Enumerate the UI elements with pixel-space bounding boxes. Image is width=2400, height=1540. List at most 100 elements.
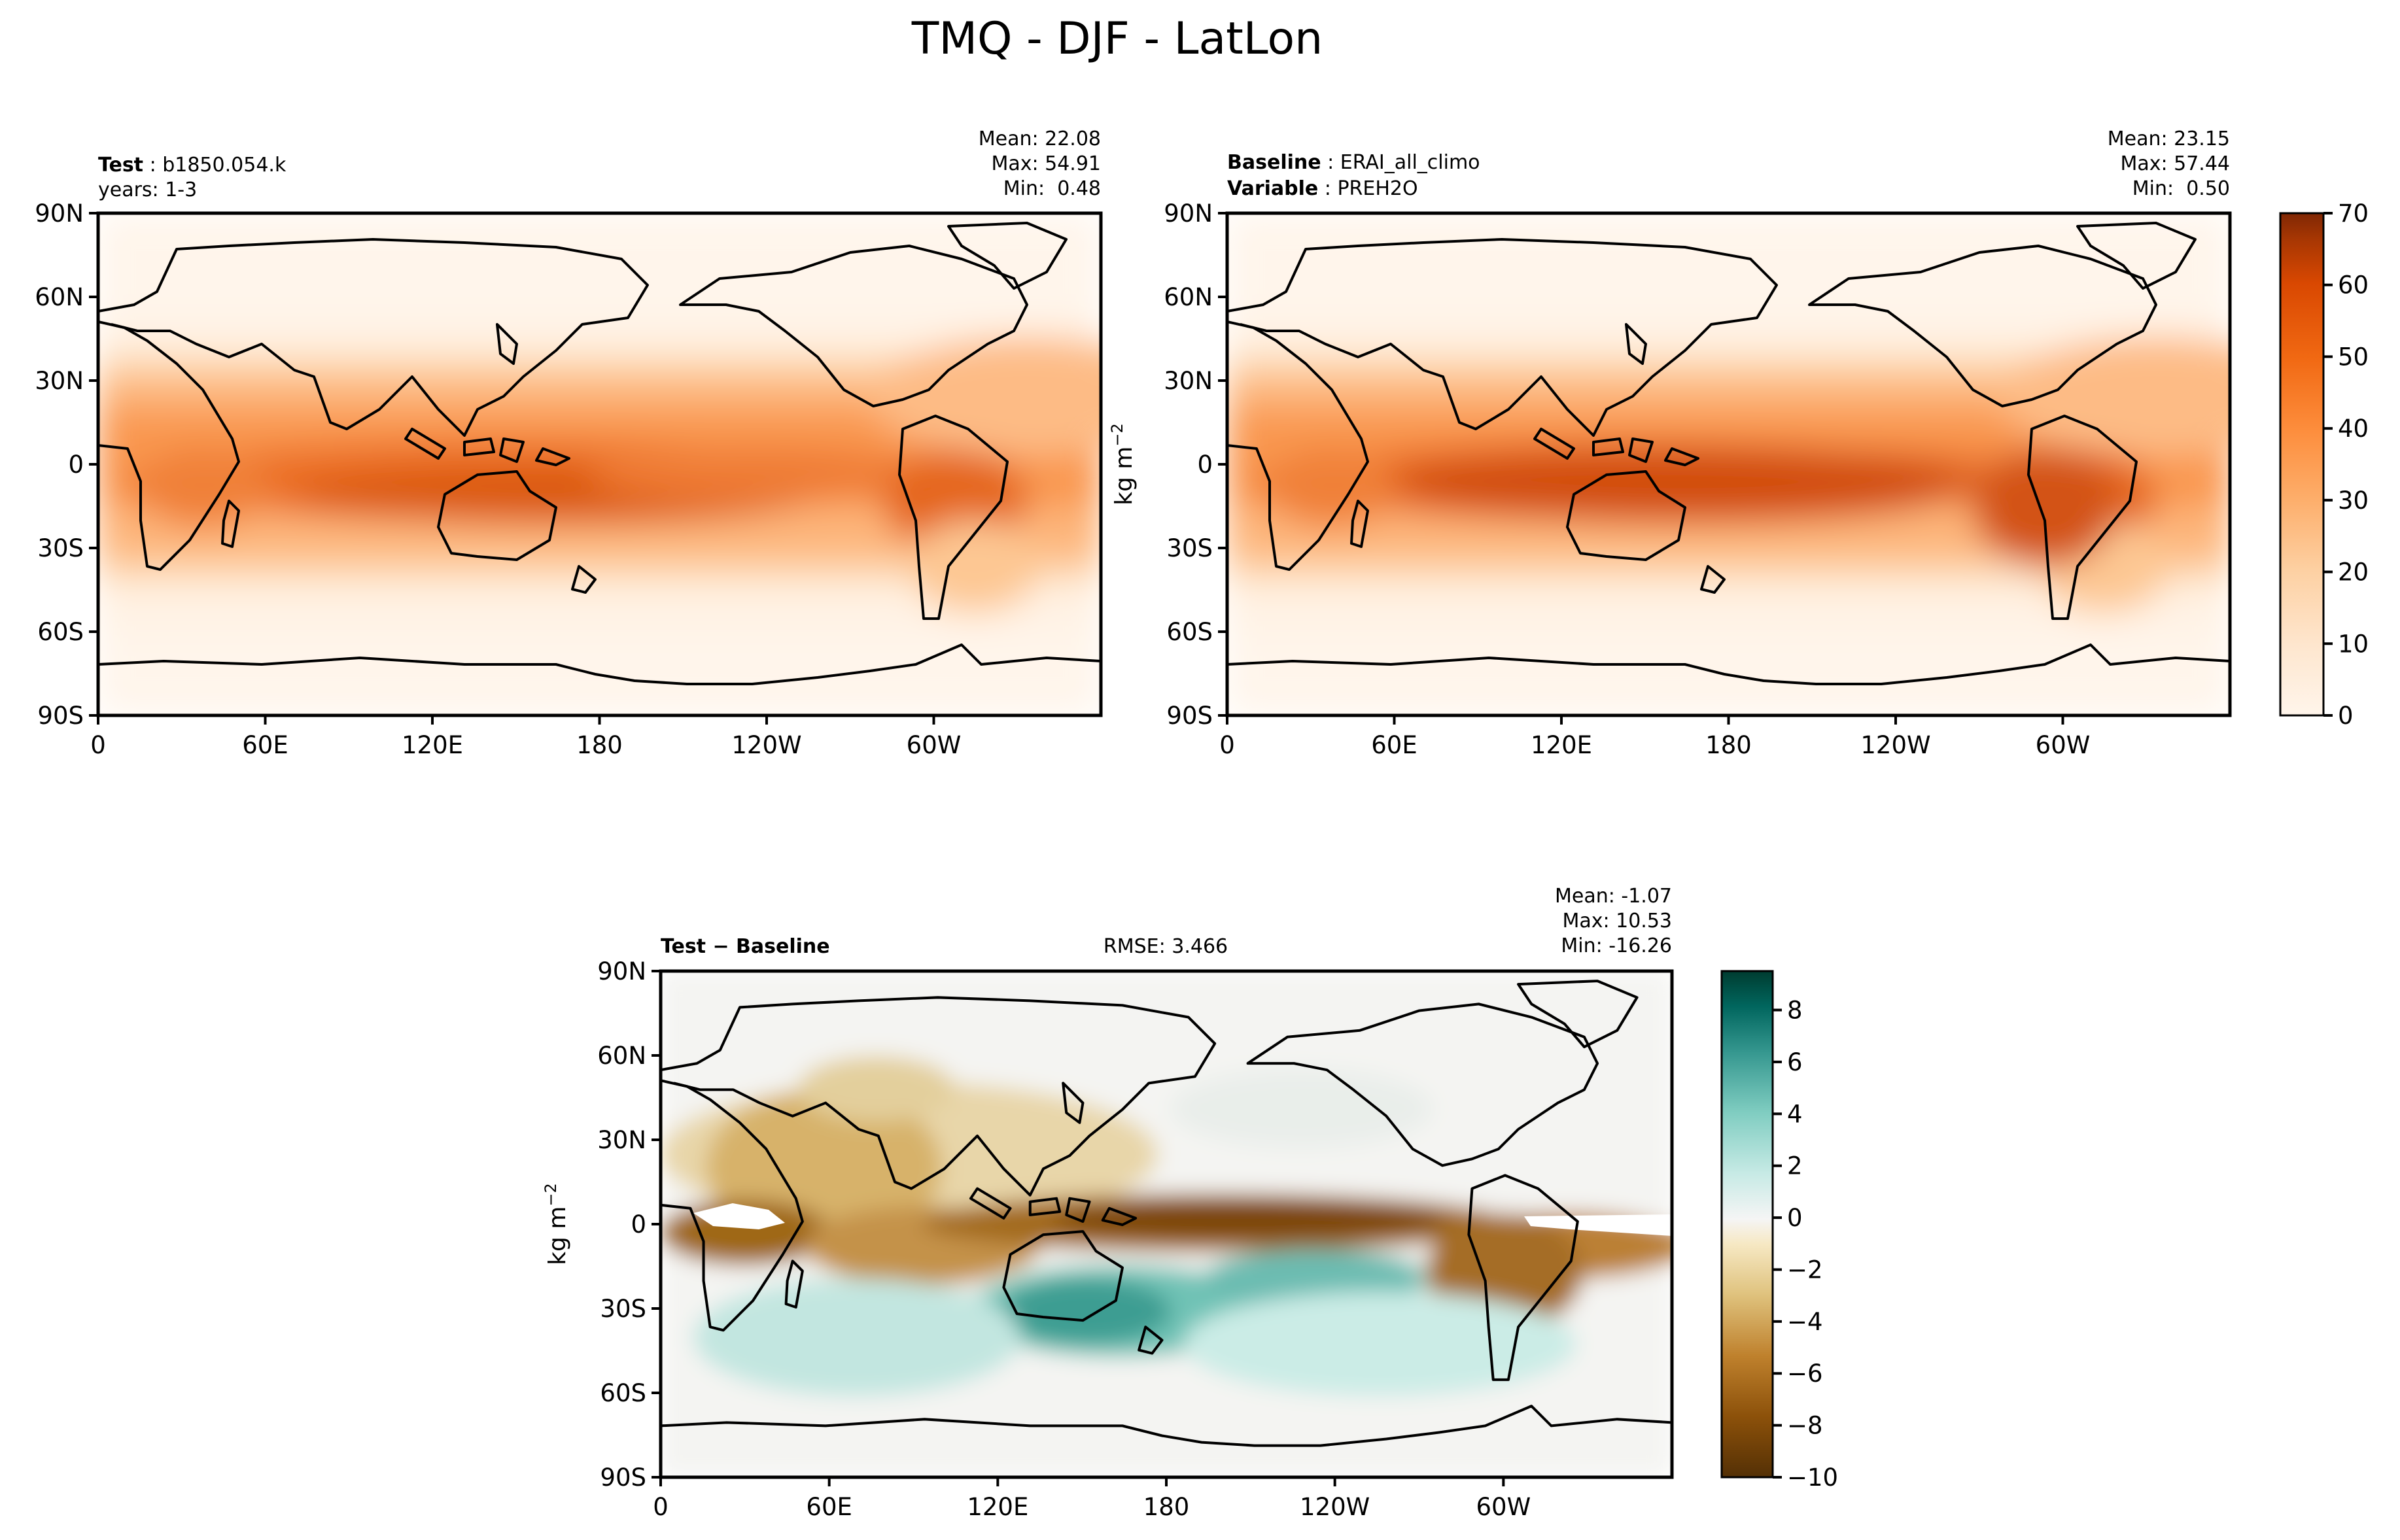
difference-xtick-label: 120W (1300, 1493, 1370, 1521)
baseline-xticks: 0 60E 120E 180 120W 60W (1219, 715, 2090, 759)
difference-ylabel-text: kg m (544, 1206, 571, 1265)
difference-stat-max: Max: 10.53 (1562, 910, 1672, 933)
difference-stat-min: Min: -16.26 (1561, 934, 1672, 957)
baseline-colorbar-tick-label: 40 (2338, 415, 2369, 443)
baseline-colorbar-tick-label: 10 (2338, 630, 2369, 658)
test-xticks: 0 60E 120E 180 120W 60W (90, 715, 961, 759)
test-stat-max: Max: 54.91 (991, 152, 1101, 175)
panel-baseline: Baseline : ERAI_all_climo Variable : PRE… (1108, 128, 2369, 759)
test-ytick-label: 60S (37, 618, 84, 646)
baseline-stat-mean: Mean: 23.15 (2108, 128, 2230, 150)
baseline-title-bold: Baseline (1227, 151, 1321, 174)
difference-title: Test − Baseline (661, 935, 830, 958)
test-title-label: Test : b1850.054.k (98, 154, 287, 177)
difference-overflow-africa (693, 1203, 785, 1229)
difference-xtick-label: 120E (967, 1493, 1028, 1521)
difference-rmse: RMSE: 3.466 (1104, 935, 1228, 958)
test-title-years: years: 1-3 (98, 179, 197, 201)
baseline-title-line2: Variable : PREH2O (1227, 177, 1418, 200)
test-ytick-label: 60N (35, 283, 84, 311)
difference-colorbar-ticks: 8 6 4 2 0 −2 −4 −6 −8 −10 (1773, 997, 1838, 1492)
test-xtick-label: 60W (907, 731, 962, 759)
difference-ytick-label: 60N (597, 1042, 646, 1070)
baseline-ylabel-text: kg m (1111, 447, 1138, 505)
difference-colorbar-tick-label: 2 (1787, 1152, 1803, 1180)
difference-xticks: 0 60E 120E 180 120W 60W (653, 1477, 1531, 1521)
baseline-colorbar (2279, 212, 2325, 717)
difference-colorbar-tick-label: 4 (1787, 1100, 1803, 1128)
baseline-colorbar-tick-label: 0 (2338, 702, 2354, 730)
test-stat-mean: Mean: 22.08 (979, 128, 1101, 150)
baseline-colorbar-ticks: 70 60 50 40 30 20 10 0 (2323, 199, 2369, 730)
difference-colorbar-tick-label: −4 (1787, 1308, 1823, 1336)
difference-xtick-label: 180 (1143, 1493, 1190, 1521)
difference-xtick-label: 60E (806, 1493, 852, 1521)
difference-colorbar-tick-label: 0 (1787, 1204, 1803, 1232)
baseline-ylabel: kg m−2 (1108, 423, 1138, 505)
baseline-ytick-label: 30N (1164, 367, 1213, 395)
test-ytick-label: 30S (37, 534, 84, 562)
test-stat-min: Min: 0.48 (1003, 177, 1101, 200)
difference-ytick-label: 90S (600, 1463, 646, 1492)
difference-ytick-label: 30S (600, 1295, 646, 1323)
baseline-ytick-label: 90N (1164, 199, 1213, 228)
difference-colorbar-tick-label: 8 (1787, 997, 1803, 1025)
difference-ylabel-sup: −2 (542, 1183, 560, 1206)
test-title-value: b1850.054.k (162, 154, 287, 177)
test-xtick-label: 180 (576, 731, 623, 759)
test-field (98, 213, 1101, 715)
difference-colorbar-tick-label: −8 (1787, 1412, 1823, 1440)
baseline-xtick-label: 120E (1531, 731, 1592, 759)
baseline-yticks: 90N 60N 30N 0 30S 60S 90S (1164, 199, 1227, 730)
baseline-xtick-label: 120W (1860, 731, 1930, 759)
baseline-title-line1: Baseline : ERAI_all_climo (1227, 151, 1480, 174)
baseline-stat-max: Max: 57.44 (2120, 152, 2230, 175)
difference-ytick-label: 90N (597, 957, 646, 985)
baseline-variable-value: PREH2O (1337, 177, 1417, 200)
baseline-ytick-label: 60N (1164, 283, 1213, 311)
baseline-stat-min: Min: 0.50 (2132, 177, 2230, 200)
difference-ytick-label: 30N (597, 1126, 646, 1154)
baseline-field (1227, 213, 2230, 715)
difference-colorbar-tick-label: −10 (1787, 1463, 1838, 1492)
difference-stat-mean: Mean: -1.07 (1555, 885, 1672, 908)
difference-colorbar (1720, 970, 1774, 1479)
baseline-xtick-label: 60W (2036, 731, 2091, 759)
test-ytick-label: 90S (37, 702, 84, 730)
panel-test: Test : b1850.054.k years: 1-3 Mean: 22.0… (35, 128, 1103, 759)
baseline-ytick-label: 30S (1166, 534, 1213, 562)
baseline-ylabel-sup: −2 (1108, 423, 1126, 446)
difference-overflow-atlantic (1524, 1214, 1672, 1236)
test-xtick-label: 0 (90, 731, 106, 759)
difference-colorbar-tick-label: 6 (1787, 1048, 1803, 1076)
baseline-colorbar-tick-label: 60 (2338, 271, 2369, 299)
figure-title: TMQ - DJF - LatLon (911, 13, 1323, 65)
baseline-colorbar-tick-label: 70 (2338, 199, 2369, 228)
test-xtick-label: 120E (402, 731, 463, 759)
test-ytick-label: 0 (68, 451, 84, 479)
test-title-bold: Test (98, 154, 143, 177)
difference-colorbar-tick-label: −6 (1787, 1360, 1823, 1388)
difference-xtick-label: 0 (653, 1493, 669, 1521)
test-yticks: 90N 60N 30N 0 30S 60S 90S (35, 199, 98, 730)
difference-ylabel: kg m−2 (542, 1183, 571, 1265)
baseline-xtick-label: 180 (1705, 731, 1752, 759)
difference-ytick-label: 60S (600, 1379, 646, 1407)
test-ytick-label: 30N (35, 367, 84, 395)
difference-yticks: 90N 60N 30N 0 30S 60S 90S (597, 957, 661, 1492)
baseline-ytick-label: 60S (1166, 618, 1213, 646)
baseline-xtick-label: 0 (1219, 731, 1235, 759)
test-xtick-label: 120W (731, 731, 801, 759)
baseline-colorbar-tick-label: 50 (2338, 343, 2369, 371)
test-ytick-label: 90N (35, 199, 84, 228)
baseline-xtick-label: 60E (1371, 731, 1417, 759)
difference-colorbar-tick-label: −2 (1787, 1256, 1823, 1284)
baseline-ytick-label: 0 (1197, 451, 1213, 479)
baseline-colorbar-tick-label: 20 (2338, 558, 2369, 587)
baseline-title-value: ERAI_all_climo (1340, 151, 1480, 174)
baseline-ytick-label: 90S (1166, 702, 1213, 730)
difference-xtick-label: 60W (1476, 1493, 1531, 1521)
difference-ytick-label: 0 (631, 1210, 646, 1239)
baseline-colorbar-tick-label: 30 (2338, 487, 2369, 515)
